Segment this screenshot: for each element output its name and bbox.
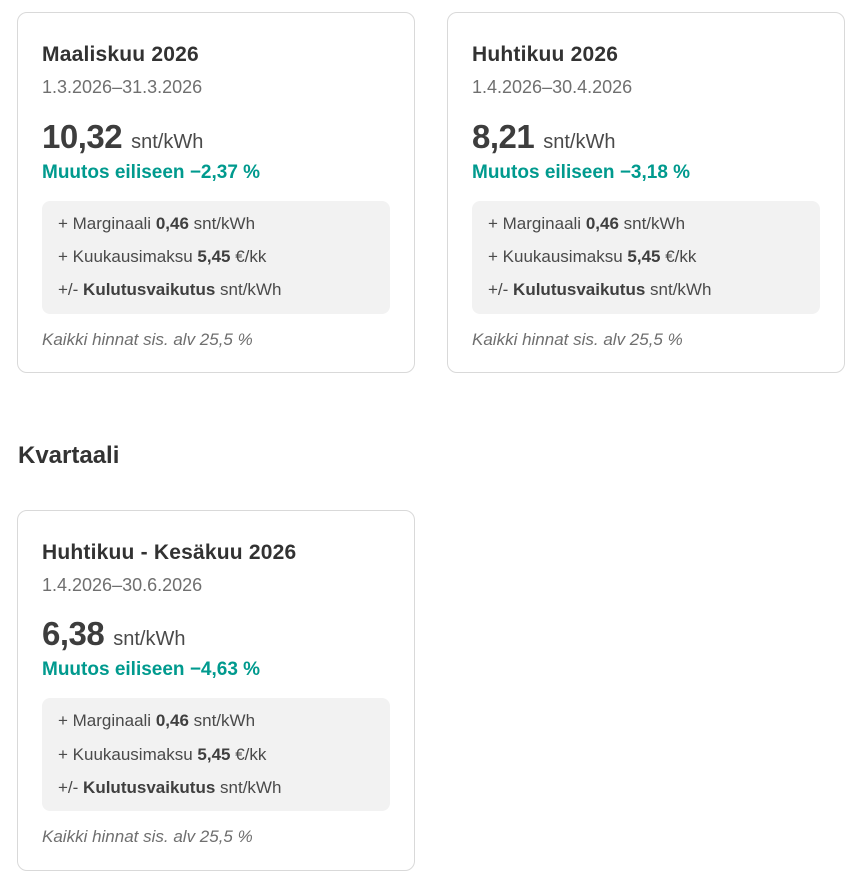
card-title: Huhtikuu 2026 — [472, 43, 619, 66]
detail-text: + Marginaali — [58, 213, 156, 233]
price-value: 6,38 — [42, 615, 105, 653]
detail-text: +/- — [58, 777, 84, 797]
change-since-yesterday: Muutos eiliseen −3,18 % — [472, 162, 820, 184]
card-date-range: 1.3.2026–31.3.2026 — [42, 77, 203, 98]
detail-text: + Kuukausimaksu — [58, 744, 198, 764]
change-label: Muutos eiliseen — [42, 161, 185, 183]
price-unit: snt/kWh — [113, 628, 186, 651]
detail-unit: snt/kWh — [215, 777, 282, 797]
change-value: −3,18 % — [619, 161, 691, 183]
price-unit: snt/kWh — [131, 130, 204, 153]
price-components-box: + Marginaali 0,46 snt/kWh + Kuukausimaks… — [472, 200, 820, 314]
change-value: −2,37 % — [189, 161, 261, 183]
detail-text: + Kuukausimaksu — [58, 247, 198, 267]
detail-unit: €/kk — [230, 744, 267, 764]
card-date-range: 1.4.2026–30.6.2026 — [42, 574, 203, 595]
detail-text: + Marginaali — [58, 711, 156, 731]
change-since-yesterday: Muutos eiliseen −4,63 % — [42, 659, 390, 681]
detail-row-monthly-fee: + Kuukausimaksu 5,45 €/kk — [488, 247, 804, 267]
month-cards-row: Maaliskuu 2026 1.3.2026–31.3.2026 10,32 … — [17, 12, 845, 374]
detail-value: 5,45 — [197, 744, 231, 764]
change-label: Muutos eiliseen — [42, 659, 185, 681]
detail-unit: snt/kWh — [215, 280, 282, 300]
detail-value: 5,45 — [627, 247, 661, 267]
detail-value: 0,46 — [155, 711, 189, 731]
quarter-cards-row: Huhtikuu - Kesäkuu 2026 1.4.2026–30.6.20… — [17, 509, 845, 871]
price-row: 6,38 snt/kWh — [42, 617, 390, 651]
price-card-maaliskuu: Maaliskuu 2026 1.3.2026–31.3.2026 10,32 … — [17, 12, 415, 374]
detail-text: +/- — [58, 280, 84, 300]
detail-row-consumption-effect: +/- Kulutusvaikutus snt/kWh — [58, 280, 374, 300]
detail-unit: snt/kWh — [618, 213, 686, 233]
detail-row-marginal: + Marginaali 0,46 snt/kWh — [58, 711, 374, 731]
detail-value: 0,46 — [155, 213, 189, 233]
section-heading-kvartaali: Kvartaali — [18, 442, 120, 470]
detail-value: Kulutusvaikutus — [83, 280, 216, 300]
detail-text: +/- — [488, 280, 514, 300]
detail-row-marginal: + Marginaali 0,46 snt/kWh — [488, 214, 804, 234]
change-since-yesterday: Muutos eiliseen −2,37 % — [42, 162, 390, 184]
detail-value: Kulutusvaikutus — [513, 280, 646, 300]
price-card-kvartaali: Huhtikuu - Kesäkuu 2026 1.4.2026–30.6.20… — [17, 509, 415, 871]
detail-unit: €/kk — [660, 247, 697, 267]
detail-row-monthly-fee: + Kuukausimaksu 5,45 €/kk — [58, 745, 374, 765]
detail-unit: snt/kWh — [645, 280, 712, 300]
price-row: 8,21 snt/kWh — [472, 120, 820, 154]
detail-text: + Marginaali — [488, 213, 586, 233]
detail-row-consumption-effect: +/- Kulutusvaikutus snt/kWh — [488, 280, 804, 300]
detail-value: 5,45 — [197, 247, 231, 267]
detail-unit: snt/kWh — [188, 711, 256, 731]
empty-grid-cell — [447, 510, 845, 871]
vat-note: Kaikki hinnat sis. alv 25,5 % — [472, 329, 683, 349]
vat-note: Kaikki hinnat sis. alv 25,5 % — [42, 827, 253, 847]
detail-row-monthly-fee: + Kuukausimaksu 5,45 €/kk — [58, 247, 374, 267]
detail-unit: snt/kWh — [188, 213, 256, 233]
price-value: 10,32 — [42, 117, 123, 155]
change-value: −4,63 % — [189, 659, 261, 681]
detail-unit: €/kk — [230, 247, 267, 267]
price-components-box: + Marginaali 0,46 snt/kWh + Kuukausimaks… — [42, 698, 390, 812]
price-row: 10,32 snt/kWh — [42, 120, 390, 154]
detail-value: 0,46 — [585, 213, 619, 233]
detail-value: Kulutusvaikutus — [83, 777, 216, 797]
price-value: 8,21 — [472, 117, 535, 155]
price-card-huhtikuu: Huhtikuu 2026 1.4.2026–30.4.2026 8,21 sn… — [447, 12, 845, 374]
detail-row-consumption-effect: +/- Kulutusvaikutus snt/kWh — [58, 778, 374, 798]
detail-row-marginal: + Marginaali 0,46 snt/kWh — [58, 214, 374, 234]
card-title: Maaliskuu 2026 — [42, 43, 199, 66]
price-unit: snt/kWh — [543, 130, 616, 153]
change-label: Muutos eiliseen — [472, 161, 615, 183]
card-title: Huhtikuu - Kesäkuu 2026 — [42, 540, 297, 564]
vat-note: Kaikki hinnat sis. alv 25,5 % — [42, 329, 253, 349]
card-date-range: 1.4.2026–30.4.2026 — [472, 77, 633, 98]
price-components-box: + Marginaali 0,46 snt/kWh + Kuukausimaks… — [42, 200, 390, 314]
detail-text: + Kuukausimaksu — [488, 247, 628, 267]
